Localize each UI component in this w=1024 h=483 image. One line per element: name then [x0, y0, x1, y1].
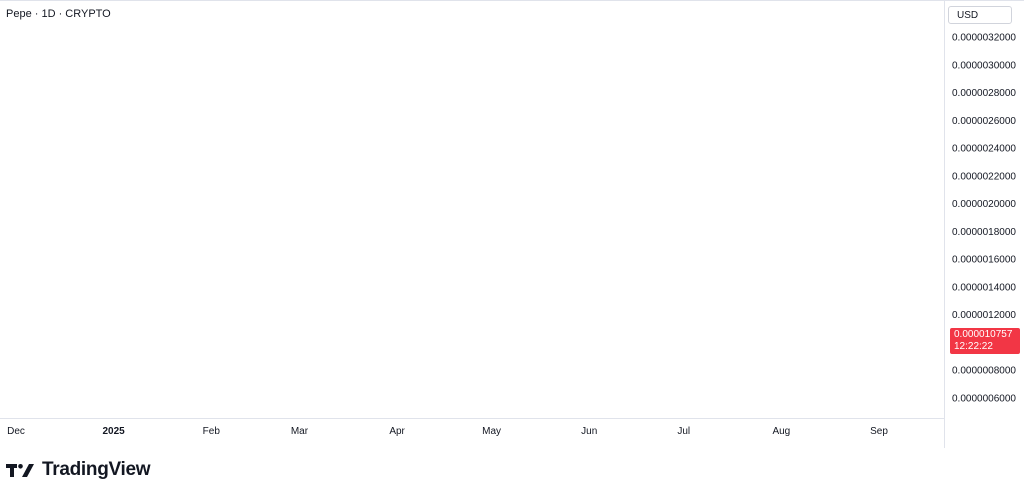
x-tick-label: Sep: [870, 426, 888, 437]
x-tick-label: Apr: [389, 426, 405, 437]
tradingview-logo: TradingView: [6, 459, 151, 481]
brand-name: TradingView: [42, 459, 151, 480]
y-tick-label: 0.0000014000: [952, 282, 1016, 293]
y-tick-label: 0.0000020000: [952, 199, 1016, 210]
y-tick-label: 0.0000026000: [952, 116, 1016, 127]
bar-countdown: 12:22:22: [954, 341, 993, 352]
x-tick-label: 2025: [103, 426, 126, 437]
x-tick-label: Dec: [7, 426, 25, 437]
y-tick-label: 0.0000018000: [952, 227, 1016, 238]
y-tick-label: 0.0000012000: [952, 310, 1016, 321]
y-tick-label: 0.0000032000: [952, 33, 1016, 44]
x-tick-label: Feb: [203, 426, 221, 437]
last-price-tag: 0.000010757 12:22:22: [950, 328, 1020, 354]
x-tick-label: Mar: [291, 426, 309, 437]
y-tick-label: 0.0000016000: [952, 255, 1016, 266]
chart-title: Pepe · 1D · CRYPTO: [6, 8, 111, 20]
x-tick-label: Aug: [772, 426, 790, 437]
y-tick-label: 0.0000022000: [952, 171, 1016, 182]
x-tick-label: Jun: [581, 426, 597, 437]
currency-selector[interactable]: USD: [948, 6, 1012, 24]
y-tick-label: 0.0000006000: [952, 394, 1016, 405]
last-price-value: 0.000010757: [954, 329, 1013, 340]
x-tick-label: Jul: [677, 426, 690, 437]
x-tick-label: May: [482, 426, 501, 437]
tradingview-logo-icon: [6, 464, 34, 477]
y-tick-label: 0.0000028000: [952, 88, 1016, 99]
y-tick-label: 0.0000008000: [952, 366, 1016, 377]
y-tick-label: 0.0000030000: [952, 60, 1016, 71]
y-tick-label: 0.0000024000: [952, 144, 1016, 155]
